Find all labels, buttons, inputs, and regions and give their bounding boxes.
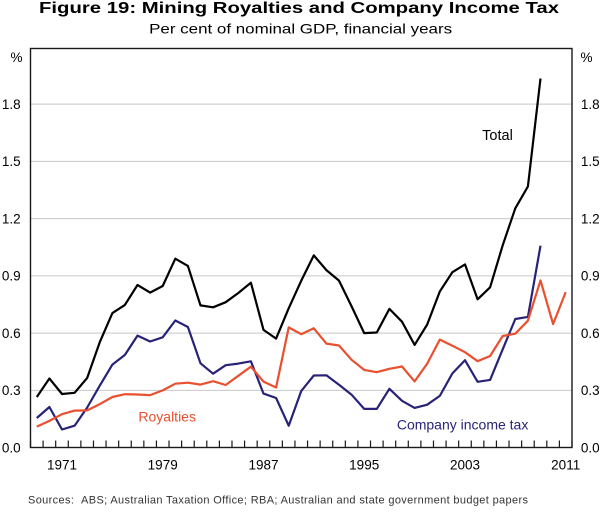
- svg-text:Total: Total: [482, 128, 513, 144]
- svg-text:1987: 1987: [248, 457, 278, 472]
- svg-text:1.2: 1.2: [581, 211, 600, 226]
- svg-text:2011: 2011: [551, 457, 580, 472]
- svg-text:0.6: 0.6: [581, 326, 600, 341]
- svg-text:0.0: 0.0: [581, 440, 600, 455]
- svg-text:0.3: 0.3: [581, 383, 600, 398]
- svg-text:0.0: 0.0: [2, 440, 21, 455]
- svg-text:0.9: 0.9: [581, 269, 600, 284]
- svg-text:Sources: ABS; Australian Taxa: Sources: ABS; Australian Taxation Office…: [28, 495, 529, 507]
- svg-text:Figure 19: Mining Royalties an: Figure 19: Mining Royalties and Company …: [39, 0, 559, 17]
- svg-text:%: %: [581, 50, 593, 65]
- svg-text:Per cent of nominal GDP, finan: Per cent of nominal GDP, financial years: [149, 20, 452, 36]
- svg-text:0.9: 0.9: [2, 269, 21, 284]
- svg-text:2003: 2003: [450, 457, 480, 472]
- svg-text:Royalties: Royalties: [138, 409, 196, 425]
- svg-text:1979: 1979: [148, 457, 178, 472]
- svg-text:1.8: 1.8: [2, 97, 21, 112]
- svg-text:1.8: 1.8: [581, 97, 600, 112]
- svg-text:1995: 1995: [349, 457, 379, 472]
- svg-text:0.6: 0.6: [2, 326, 21, 341]
- svg-text:1.5: 1.5: [2, 154, 21, 169]
- svg-text:%: %: [10, 50, 22, 65]
- svg-text:0.3: 0.3: [2, 383, 21, 398]
- svg-text:1971: 1971: [47, 457, 77, 472]
- svg-text:Company income tax: Company income tax: [397, 416, 529, 432]
- svg-text:1.5: 1.5: [581, 154, 600, 169]
- svg-text:1.2: 1.2: [2, 211, 21, 226]
